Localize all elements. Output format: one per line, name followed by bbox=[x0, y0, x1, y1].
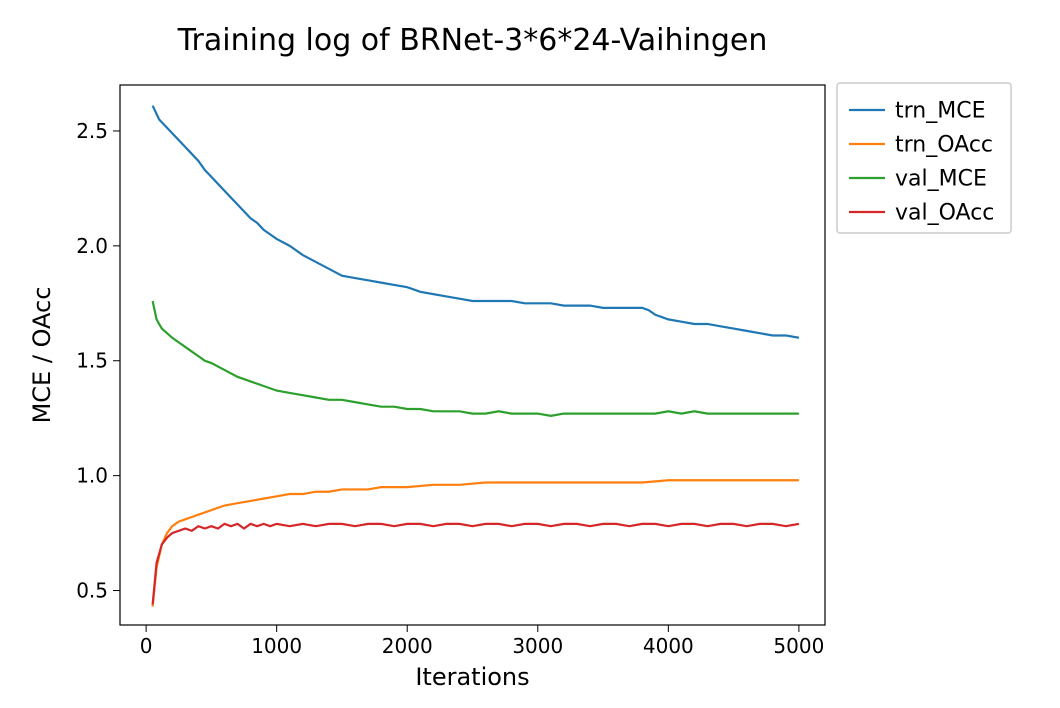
x-tick-label: 3000 bbox=[512, 634, 563, 658]
x-tick-label: 2000 bbox=[382, 634, 433, 658]
y-tick-label: 0.5 bbox=[76, 579, 108, 603]
series-line-val_OAcc bbox=[153, 524, 799, 604]
series-group bbox=[153, 106, 799, 607]
x-tick-label: 4000 bbox=[643, 634, 694, 658]
chart-container: Training log of BRNet-3*6*24-Vaihingen 0… bbox=[0, 0, 1060, 708]
x-tick-label: 0 bbox=[140, 634, 153, 658]
legend: trn_MCE trn_OAcc val_MCE val_OAcc bbox=[837, 83, 1011, 233]
plot-frame bbox=[120, 85, 825, 625]
y-tick-label: 1.5 bbox=[76, 349, 108, 373]
y-tick-label: 2.5 bbox=[76, 119, 108, 143]
series-line-trn_OAcc bbox=[153, 480, 799, 606]
y-axis-label: MCE / OAcc bbox=[28, 287, 56, 424]
legend-label: val_MCE bbox=[895, 167, 987, 192]
y-tick-label: 1.0 bbox=[76, 464, 108, 488]
y-tick-label: 2.0 bbox=[76, 234, 108, 258]
legend-label: trn_OAcc bbox=[895, 133, 993, 158]
y-axis: 0.5 1.0 1.5 2.0 2.5 bbox=[76, 119, 120, 603]
chart-title: Training log of BRNet-3*6*24-Vaihingen bbox=[177, 23, 768, 58]
legend-label: val_OAcc bbox=[895, 201, 994, 226]
x-tick-label: 5000 bbox=[773, 634, 824, 658]
x-axis-label: Iterations bbox=[415, 663, 529, 691]
x-tick-label: 1000 bbox=[251, 634, 302, 658]
chart-svg: Training log of BRNet-3*6*24-Vaihingen 0… bbox=[0, 0, 1060, 708]
series-line-val_MCE bbox=[153, 301, 799, 416]
legend-label: trn_MCE bbox=[895, 99, 985, 124]
x-axis: 0 1000 2000 3000 4000 5000 bbox=[140, 625, 825, 658]
series-line-trn_MCE bbox=[153, 106, 799, 338]
